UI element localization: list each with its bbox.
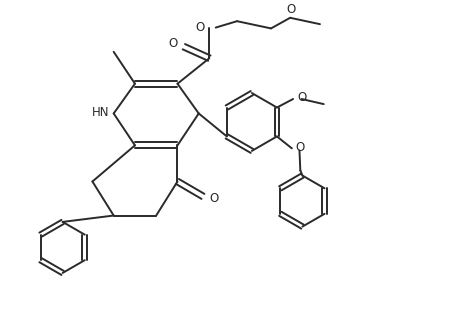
- Text: O: O: [169, 37, 178, 50]
- Text: O: O: [209, 192, 218, 205]
- Text: HN: HN: [92, 106, 110, 119]
- Text: O: O: [287, 3, 296, 16]
- Text: O: O: [296, 141, 305, 154]
- Text: O: O: [297, 91, 306, 104]
- Text: O: O: [196, 21, 205, 34]
